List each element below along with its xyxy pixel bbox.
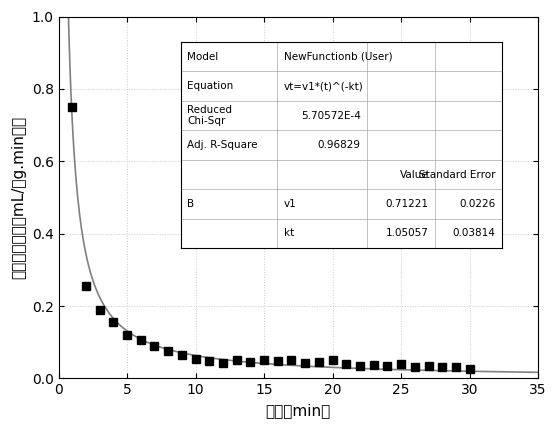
Y-axis label: 瓦斯解吸速度（mL/（g.min））: 瓦斯解吸速度（mL/（g.min））	[11, 116, 26, 279]
X-axis label: 时间（min）: 时间（min）	[266, 403, 331, 418]
